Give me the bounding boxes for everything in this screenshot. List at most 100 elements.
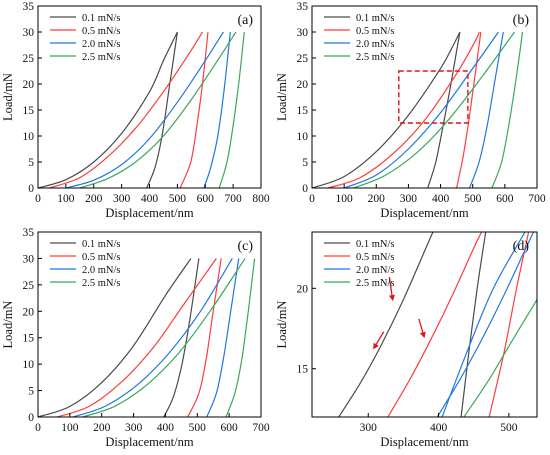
series-loading-curve-2 — [72, 258, 233, 417]
series-loading-curve-1 — [56, 258, 217, 417]
legend-label: 0.5 mN/s — [356, 26, 395, 37]
series-group — [38, 31, 245, 188]
y-tick-label: 25 — [297, 53, 309, 65]
x-axis-label: Displacement/nm — [105, 206, 193, 220]
series-loading-curve-3 — [79, 31, 237, 188]
y-tick-label: 20 — [23, 306, 35, 318]
series-unloading-curve-0 — [146, 31, 178, 188]
legend-label: 2.0 mN/s — [82, 265, 121, 276]
legend-label: 2.0 mN/s — [356, 265, 395, 276]
y-axis-label: Load/mN — [1, 301, 15, 349]
legend-label: 0.1 mN/s — [82, 13, 121, 24]
legend-label: 0.5 mN/s — [82, 252, 121, 263]
x-tick-label: 200 — [85, 193, 103, 205]
y-tick-label: 10 — [297, 131, 309, 143]
series-unloading-curve-0 — [163, 258, 200, 417]
y-tick-label: 25 — [23, 280, 35, 292]
series-unloading-curve-3 — [225, 258, 256, 417]
y-tick-label: 5 — [28, 386, 34, 398]
x-tick-label: 600 — [496, 193, 514, 205]
series-loading-curve-1 — [387, 232, 483, 417]
plot-frame — [311, 231, 538, 418]
y-tick-label: 15 — [23, 333, 35, 345]
y-tick-label: 35 — [297, 1, 309, 13]
x-tick-label: 400 — [432, 193, 450, 205]
series-loading-curve-2 — [65, 31, 224, 188]
x-axis-label: Displacement/nm — [105, 435, 193, 449]
legend-label: 0.5 mN/s — [356, 252, 395, 263]
series-unloading-curve-1 — [179, 31, 209, 188]
panel-d: 300 400 500 15 20 Displacement/nm Load/mN 0.1 m… — [275, 231, 538, 449]
panel-label: (a) — [237, 13, 253, 28]
x-tick-label: 300 — [125, 422, 143, 434]
legend-label: 0.5 mN/s — [82, 26, 121, 37]
y-tick-label: 5 — [302, 157, 308, 169]
x-tick-label: 300 — [113, 193, 131, 205]
annotation-arrow-head-0 — [373, 342, 379, 350]
panel-label: (c) — [237, 239, 253, 254]
y-tick-label: 0 — [28, 183, 34, 195]
y-tick-label: 15 — [297, 364, 309, 376]
series-loading-curve-3 — [353, 31, 515, 188]
x-tick-label: 0 — [309, 193, 315, 205]
y-tick-label: 35 — [23, 227, 35, 239]
legend-label: 0.1 mN/s — [356, 239, 395, 250]
series-loading-curve-3 — [82, 258, 246, 417]
legend-label: 0.1 mN/s — [82, 239, 121, 250]
annotation-arrow-head-1 — [389, 294, 395, 302]
y-tick-label: 15 — [297, 105, 309, 117]
panel-label: (d) — [513, 239, 530, 254]
x-tick-label: 600 — [221, 422, 239, 434]
zoom-region-box — [398, 70, 469, 124]
series-unloading-curve-2 — [468, 31, 504, 188]
x-tick-label: 500 — [169, 193, 187, 205]
legend-label: 2.5 mN/s — [82, 278, 121, 289]
x-tick-label: 100 — [61, 422, 79, 434]
series-group — [312, 31, 524, 188]
x-tick-label: 400 — [430, 422, 448, 434]
x-tick-label: 300 — [400, 193, 418, 205]
series-unloading-curve-0 — [460, 232, 487, 417]
x-tick-label: 700 — [252, 422, 270, 434]
y-tick-label: 25 — [23, 53, 35, 65]
x-tick-label: 400 — [157, 422, 175, 434]
series-loading-curve-0 — [38, 31, 178, 188]
series-unloading-curve-3 — [218, 31, 245, 188]
y-axis-label: Load/mN — [275, 301, 289, 349]
series-loading-curve-2 — [436, 232, 535, 417]
plot-frame — [311, 5, 538, 189]
y-tick-label: 35 — [23, 1, 35, 13]
series-loading-curve-1 — [327, 31, 480, 188]
y-tick-label: 0 — [28, 412, 34, 424]
series-unloading-curve-2 — [206, 258, 240, 417]
series-unloading-curve-2 — [441, 232, 526, 417]
y-tick-label: 0 — [302, 183, 308, 195]
panel-c: 0 100 200 300 400 500 600 700 0 5 10 15 20 25 30 35 Disp… — [1, 227, 270, 449]
series-group — [38, 258, 256, 417]
legend-label: 2.5 mN/s — [356, 52, 395, 63]
series-loading-curve-3 — [463, 299, 537, 417]
legend-label: 0.1 mN/s — [356, 13, 395, 24]
x-tick-label: 0 — [35, 422, 41, 434]
x-tick-label: 700 — [225, 193, 243, 205]
x-tick-label: 700 — [528, 193, 546, 205]
annotation-arrow-head-2 — [419, 331, 426, 339]
series-unloading-curve-1 — [187, 258, 222, 417]
series-unloading-curve-3 — [491, 31, 524, 188]
panel-label: (b) — [513, 13, 530, 28]
legend-label: 2.5 mN/s — [356, 278, 395, 289]
x-tick-label: 100 — [336, 193, 354, 205]
legend-label: 2.0 mN/s — [82, 39, 121, 50]
x-tick-label: 500 — [464, 193, 482, 205]
y-tick-label: 10 — [23, 359, 35, 371]
y-tick-label: 20 — [297, 283, 309, 295]
y-tick-label: 30 — [23, 27, 35, 39]
x-axis-label: Displacement/nm — [380, 435, 468, 449]
legend-label: 2.0 mN/s — [356, 39, 395, 50]
y-axis-label: Load/mN — [1, 73, 15, 121]
series-loading-curve-0 — [338, 232, 434, 417]
series-unloading-curve-2 — [203, 31, 231, 188]
x-tick-label: 100 — [57, 193, 75, 205]
legend-label: 2.5 mN/s — [82, 52, 121, 63]
x-tick-label: 200 — [368, 193, 386, 205]
